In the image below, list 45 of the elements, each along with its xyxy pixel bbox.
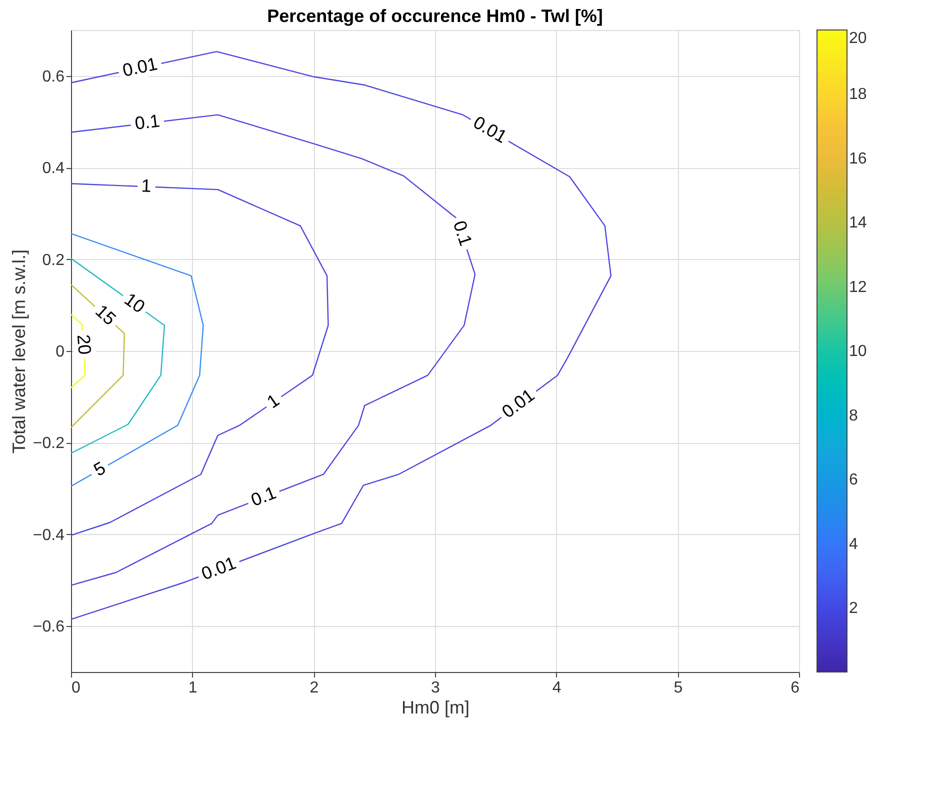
color-bar-label: 12 <box>849 278 867 296</box>
color-bar-label: 2 <box>849 600 858 618</box>
x-tick-label: 3 <box>431 680 440 696</box>
line-series <box>70 258 166 454</box>
annotation: 0.01 <box>470 112 510 148</box>
x-axis-title: Hm0 [m] <box>401 698 470 718</box>
y-tick-label: −0.4 <box>32 526 65 544</box>
annotation: 0.1 <box>449 218 476 248</box>
annotation: 0.1 <box>134 110 161 134</box>
color-bar-label: 10 <box>849 343 867 360</box>
annotation: 15 <box>92 300 120 330</box>
x-tick-label: 4 <box>552 680 562 696</box>
annotation: 20 <box>73 334 95 356</box>
annotation: 1 <box>263 390 283 412</box>
x-tick-label: 1 <box>188 680 198 696</box>
line-series <box>70 114 476 586</box>
x-tick-label: 2 <box>310 680 319 696</box>
color-bar-label: 20 <box>849 30 867 47</box>
line-series <box>70 233 204 487</box>
y-axis-title: Total water level [m s.w.l.] <box>8 249 29 454</box>
color-bar-label: 8 <box>849 407 858 424</box>
x-tick-label: 5 <box>674 680 683 696</box>
color-bar-label: 14 <box>849 214 867 232</box>
annotation: 0.01 <box>498 384 538 422</box>
color-bar-label: 6 <box>849 472 858 489</box>
annotation: 0.01 <box>198 552 239 584</box>
annotation: 0.01 <box>120 54 160 81</box>
line-series <box>70 284 125 428</box>
y-tick-label: 0.4 <box>42 160 65 178</box>
annotation: 1 <box>140 176 152 196</box>
annotation: 0.1 <box>248 482 279 510</box>
color-bar-label: 18 <box>849 86 867 104</box>
y-tick-label: 0.2 <box>42 252 65 269</box>
x-tick-label: 0 <box>72 680 80 696</box>
y-tick-label: −0.2 <box>32 435 65 452</box>
annotation: 5 <box>90 458 109 480</box>
annotation: 10 <box>120 288 149 317</box>
line-series <box>70 50 612 620</box>
y-tick-label: 0.6 <box>42 68 65 86</box>
y-tick-label: 0 <box>56 344 65 360</box>
color-bar-label: 4 <box>849 536 858 553</box>
y-tick-label: −0.6 <box>32 618 65 636</box>
x-tick-label: 6 <box>790 680 800 696</box>
color-bar-label: 16 <box>849 150 867 168</box>
chart-title: Percentage of occurence Hm0 - Twl [%] <box>267 6 603 26</box>
